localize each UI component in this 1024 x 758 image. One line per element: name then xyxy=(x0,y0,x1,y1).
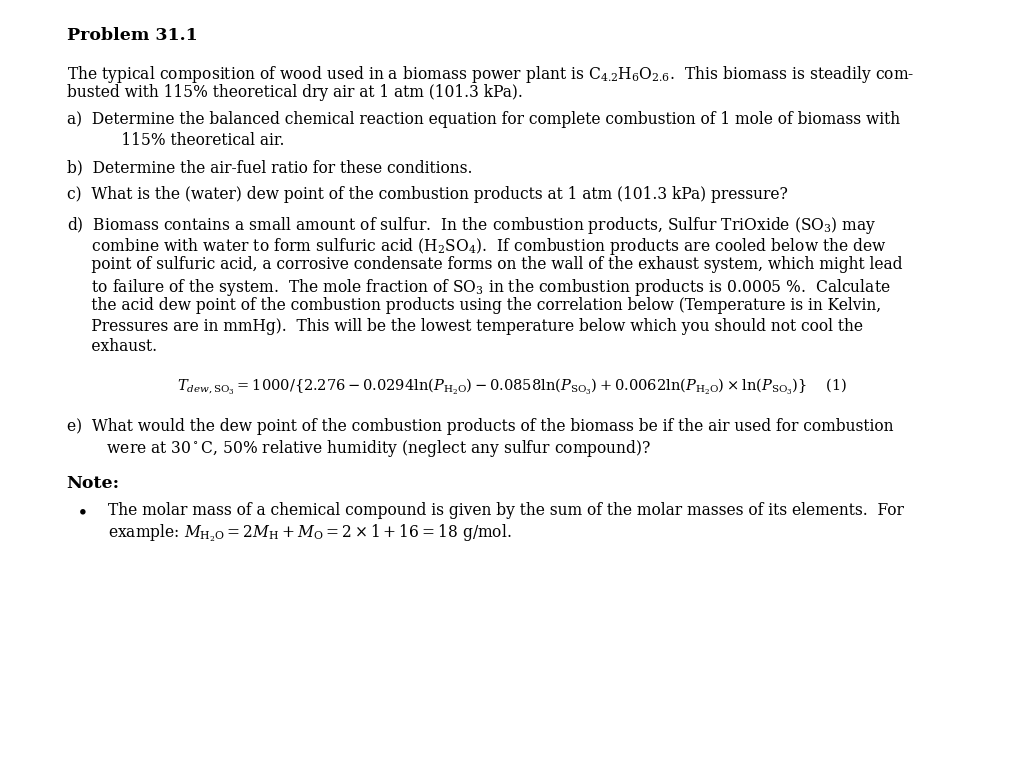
Text: $T_{dew,\mathrm{SO_3}} = 1000/\{2.276 - 0.0294\ln(P_{\mathrm{H_2O}}) - 0.0858\ln: $T_{dew,\mathrm{SO_3}} = 1000/\{2.276 - … xyxy=(177,377,847,396)
Text: were at 30$^\circ$C, 50% relative humidity (neglect any sulfur compound)?: were at 30$^\circ$C, 50% relative humidi… xyxy=(82,438,651,459)
Text: busted with 115% theoretical dry air at 1 atm (101.3 kPa).: busted with 115% theoretical dry air at … xyxy=(67,84,522,101)
Text: combine with water to form sulfuric acid ($\mathrm{H_2SO_4}$).  If combustion pr: combine with water to form sulfuric acid… xyxy=(67,236,887,257)
Text: to failure of the system.  The mole fraction of $\mathrm{SO_3}$ in the combustio: to failure of the system. The mole fract… xyxy=(67,277,890,298)
Text: a)  Determine the balanced chemical reaction equation for complete combustion of: a) Determine the balanced chemical react… xyxy=(67,111,900,128)
Text: Problem 31.1: Problem 31.1 xyxy=(67,27,198,44)
Text: The typical composition of wood used in a biomass power plant is $\mathrm{C_{4.2: The typical composition of wood used in … xyxy=(67,64,914,85)
Text: d)  Biomass contains a small amount of sulfur.  In the combustion products, Sulf: d) Biomass contains a small amount of su… xyxy=(67,215,877,236)
Text: Note:: Note: xyxy=(67,475,120,491)
Text: point of sulfuric acid, a corrosive condensate forms on the wall of the exhaust : point of sulfuric acid, a corrosive cond… xyxy=(67,256,902,273)
Text: 115% theoretical air.: 115% theoretical air. xyxy=(97,132,285,149)
Text: The molar mass of a chemical compound is given by the sum of the molar masses of: The molar mass of a chemical compound is… xyxy=(108,502,903,518)
Text: the acid dew point of the combustion products using the correlation below (Tempe: the acid dew point of the combustion pro… xyxy=(67,297,881,314)
Text: e)  What would the dew point of the combustion products of the biomass be if the: e) What would the dew point of the combu… xyxy=(67,418,893,434)
Text: b)  Determine the air-fuel ratio for these conditions.: b) Determine the air-fuel ratio for thes… xyxy=(67,159,472,176)
Text: $\bullet$: $\bullet$ xyxy=(77,502,86,521)
Text: example: $M_{\mathrm{H_2O}} = 2M_{\mathrm{H}} + M_{\mathrm{O}} = 2 \times 1 + 16: example: $M_{\mathrm{H_2O}} = 2M_{\mathr… xyxy=(108,522,511,543)
Text: exhaust.: exhaust. xyxy=(67,338,157,355)
Text: c)  What is the (water) dew point of the combustion products at 1 atm (101.3 kPa: c) What is the (water) dew point of the … xyxy=(67,186,787,203)
Text: Pressures are in mmHg).  This will be the lowest temperature below which you sho: Pressures are in mmHg). This will be the… xyxy=(67,318,862,334)
